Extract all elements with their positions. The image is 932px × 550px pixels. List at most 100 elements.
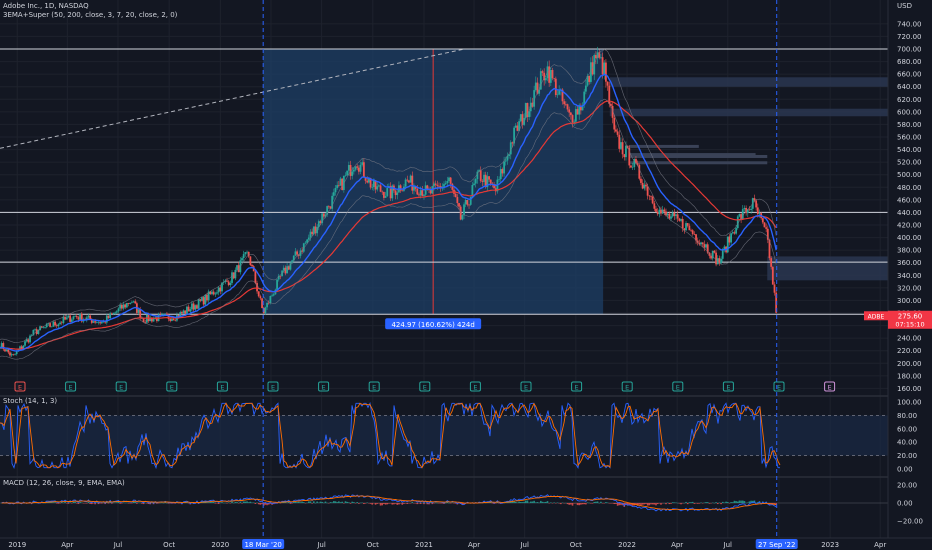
time-tick-label: Jul — [723, 541, 733, 549]
macd-histogram-bar — [147, 503, 150, 504]
price-tick-label: 620.00 — [897, 96, 922, 104]
candle-body — [125, 303, 128, 308]
earnings-event-letter: E — [372, 384, 376, 392]
macd-histogram-bar — [309, 501, 312, 503]
candle-body — [611, 105, 614, 118]
last-symbol-bg — [864, 311, 888, 321]
earnings-event-letter: E — [322, 384, 326, 392]
macd-histogram-bar — [57, 503, 60, 504]
earnings-event-icon[interactable]: E — [621, 381, 633, 392]
macd-histogram-bar — [87, 501, 90, 503]
earnings-event-box — [621, 381, 633, 392]
macd-histogram-bar — [721, 501, 724, 503]
macd-histogram-bar — [571, 503, 574, 506]
candle-body — [294, 251, 297, 256]
candle-body — [282, 267, 285, 271]
candle-body — [584, 85, 587, 92]
candle-body — [181, 312, 183, 314]
candle-body — [231, 272, 233, 283]
candle-body — [182, 310, 185, 314]
macd-histogram-bar — [236, 502, 238, 503]
candle-body — [119, 304, 122, 309]
earnings-event-icon[interactable]: E — [571, 381, 583, 392]
candle-body — [351, 171, 354, 176]
candle-body — [598, 52, 601, 58]
candle-body — [698, 242, 701, 245]
earnings-event-icon[interactable]: E — [469, 381, 481, 392]
earnings-event-icon[interactable]: E — [166, 381, 178, 392]
earnings-event-icon[interactable]: E — [216, 381, 228, 392]
candle-body — [755, 200, 758, 208]
time-tick-label: 2021 — [415, 541, 433, 549]
macd-histogram-bar — [204, 502, 207, 503]
earnings-event-icon[interactable]: E — [115, 381, 127, 392]
earnings-event-icon[interactable]: E — [722, 381, 734, 392]
macd-histogram-bar — [311, 503, 313, 504]
candle-body — [594, 55, 597, 59]
earnings-event-icon[interactable]: E — [419, 381, 431, 392]
candle-body — [241, 258, 243, 261]
candle-body — [24, 341, 26, 346]
earnings-event-letter: E — [575, 384, 579, 392]
earnings-event-icon[interactable]: E — [672, 381, 684, 392]
candle-body — [166, 313, 168, 315]
candle-body — [199, 299, 202, 301]
candle-body — [748, 209, 751, 210]
earnings-event-icon[interactable]: E — [318, 381, 330, 392]
stoch-d-line — [0, 402, 781, 469]
measure-range: 424.97 (160.62%) 424d — [263, 48, 604, 330]
candle-body — [715, 252, 717, 265]
macd-tick-label: 20.00 — [897, 482, 917, 490]
macd-histogram-bar — [369, 503, 372, 504]
macd-histogram-bar — [529, 501, 532, 503]
earnings-event-icon[interactable]: E — [65, 381, 77, 392]
time-tick-label: Oct — [163, 541, 175, 549]
candle-body — [120, 304, 123, 309]
candle-body — [623, 154, 626, 158]
candle-body — [346, 170, 349, 176]
macd-histogram-bar — [578, 503, 581, 506]
candle-body — [521, 114, 524, 125]
earnings-event-icon[interactable]: E — [520, 381, 532, 392]
earnings-event-letter: E — [271, 384, 275, 392]
macd-histogram-bar — [586, 502, 589, 503]
candle-body — [538, 89, 541, 94]
candle-body — [140, 318, 143, 319]
macd-histogram-bar — [590, 503, 592, 504]
candle-body — [242, 254, 245, 259]
upper-band — [0, 48, 777, 344]
macd-histogram-bar — [384, 503, 387, 505]
macd-histogram-bar — [570, 503, 572, 505]
earnings-event-icon[interactable]: E — [267, 381, 279, 392]
candle-body — [247, 251, 250, 257]
candle-body — [12, 354, 15, 355]
earnings-event-icon[interactable]: E — [14, 381, 26, 392]
candle-body — [753, 198, 756, 201]
macd-histogram-bar — [581, 503, 584, 505]
macd-histogram-bar — [202, 502, 205, 503]
earnings-event-icon[interactable]: E — [368, 381, 380, 392]
price-zone-line — [629, 144, 699, 148]
macd-histogram-bar — [106, 502, 108, 503]
macd-histogram-bar — [74, 501, 76, 503]
candle-body — [713, 250, 716, 253]
candle-body — [219, 287, 222, 292]
earnings-event-icon[interactable]: E — [824, 381, 836, 392]
candle-body — [635, 159, 637, 164]
macd-histogram-bar — [613, 503, 616, 505]
candle-body — [389, 186, 392, 199]
macd-histogram-bar — [79, 501, 81, 503]
candle-body — [224, 280, 227, 283]
candle-body — [700, 242, 702, 245]
candle-body — [229, 282, 232, 286]
earnings-event-icon[interactable]: E — [773, 381, 785, 392]
candle-body — [650, 195, 652, 197]
candle-body — [172, 318, 175, 321]
candle-body — [533, 90, 536, 107]
candle-body — [159, 314, 162, 315]
candle-body — [202, 297, 205, 305]
candle-body — [207, 291, 210, 301]
macd-histogram-bar — [109, 501, 111, 503]
